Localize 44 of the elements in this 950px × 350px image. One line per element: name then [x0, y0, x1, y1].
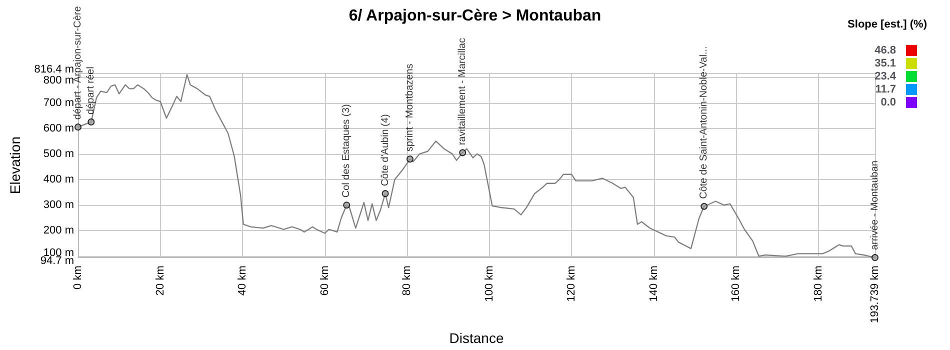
- color-bar-label: 35.1: [874, 58, 896, 70]
- x-tick-label: 180 km: [812, 266, 824, 302]
- y-axis-title: Elevation: [7, 136, 23, 194]
- x-tick-label: 20 km: [154, 266, 166, 296]
- y-tick-label: 200 m: [43, 224, 74, 237]
- x-tick-label: 0 km: [72, 266, 84, 290]
- point: [343, 202, 350, 209]
- color-bar-title: Slope [est.] (%): [848, 18, 928, 30]
- y-tick-label: 300 m: [43, 199, 74, 212]
- point: [406, 156, 414, 163]
- color-bar-label: 46.8: [874, 44, 896, 56]
- x-tick-label: 120 km: [566, 266, 578, 302]
- point: [74, 124, 82, 131]
- point: [872, 254, 878, 262]
- annotation: arrivée - Montauban: [870, 160, 880, 250]
- x-tick-label: 140 km: [648, 266, 660, 302]
- point: [88, 118, 95, 126]
- x-tick-label: 160 km: [730, 266, 742, 302]
- point: [382, 190, 389, 198]
- y-tick-label: 816.4 m: [34, 64, 74, 76]
- color-bar-label: 11.7: [875, 84, 896, 96]
- annotation: Col des Estaques (3): [341, 104, 352, 198]
- annotation: Côte de Saint-Antonin-Noble-Val...: [698, 46, 710, 199]
- y-tick-label: 800 m: [43, 74, 74, 87]
- chart-title: 6/ Arpajon-sur-Cère > Montauban: [348, 8, 602, 24]
- x-tick-label: 80 km: [401, 266, 414, 296]
- x-tick-label: 100 km: [483, 266, 496, 302]
- y-tick-label: 600 m: [43, 122, 74, 134]
- x-tick-label: 60 km: [318, 266, 331, 296]
- y-tick-label: 500 m: [43, 148, 74, 160]
- y-tick-label: 700 m: [43, 96, 74, 109]
- x-tick-label: 40 km: [236, 266, 249, 296]
- point: [459, 149, 466, 156]
- annotation: départ réel: [86, 66, 97, 114]
- x-tick-label: 193.739 km: [869, 266, 881, 324]
- point: [700, 202, 708, 210]
- annotation: ravitaillement - Marcillac: [457, 38, 468, 146]
- x-axis-title: Distance: [449, 330, 504, 346]
- color-bar-label: 0.0: [880, 96, 896, 108]
- annotation: sprint - Montbazens: [404, 64, 416, 152]
- color-bar-label: 23.4: [874, 70, 897, 82]
- annotation: départ - Arpajon-sur-Cère: [72, 6, 84, 120]
- annotation: Côte d'Aubin (4): [380, 114, 391, 186]
- y-tick-label: 400 m: [43, 174, 74, 186]
